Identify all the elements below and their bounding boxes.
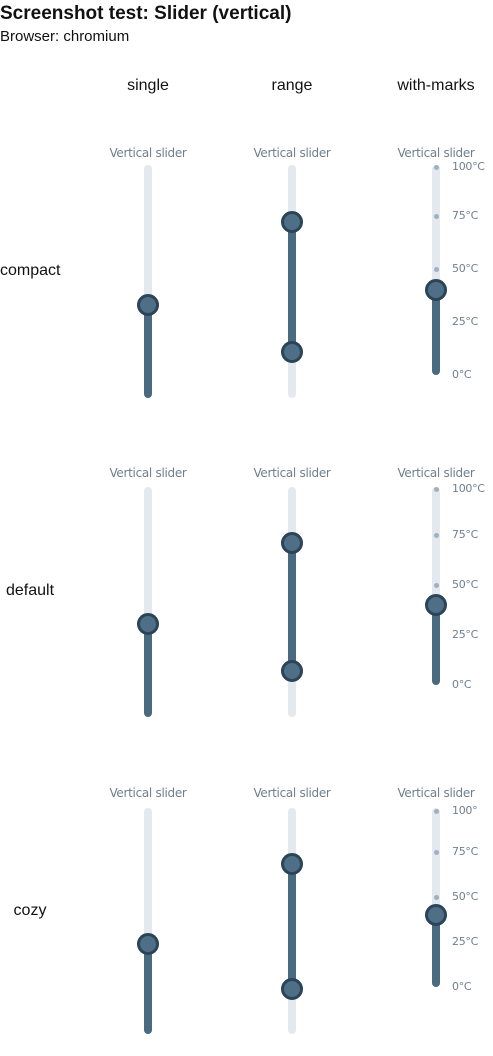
slider-track-single-cozy[interactable] (144, 808, 152, 1034)
slider-caption: Vertical slider (253, 146, 331, 160)
slider-mark-label: 75°C (452, 845, 478, 858)
slider-fill-single-cozy (144, 944, 152, 1034)
slider-mark-dot (433, 849, 439, 855)
slider-mark-dot (433, 213, 439, 219)
slider-mark-label: 75°C (452, 209, 478, 222)
slider-thumb-range-upper-compact[interactable] (281, 211, 303, 233)
row-label-compact: compact (0, 262, 61, 279)
slider-thumb-marks-compact[interactable] (425, 279, 447, 301)
slider-thumb-single-default[interactable] (137, 613, 159, 635)
slider-fill-marks-compact (432, 290, 440, 375)
slider-thumb-marks-default[interactable] (425, 594, 447, 616)
row-label-cozy: cozy (13, 902, 47, 919)
slider-mark-label: 75°C (452, 528, 478, 541)
row-label-default: default (5, 582, 55, 599)
slider-thumb-range-lower-compact[interactable] (281, 341, 303, 363)
slider-track-single-compact[interactable] (144, 165, 152, 398)
slider-mark-label: 50°C (452, 578, 478, 591)
slider-mark-label: 50°C (452, 262, 478, 275)
slider-mark-dot (433, 486, 439, 492)
slider-mark-dot (433, 164, 439, 170)
slider-caption: Vertical slider (397, 146, 475, 160)
slider-fill-marks-cozy (432, 915, 440, 987)
slider-mark-dot (433, 532, 439, 538)
slider-mark-label: 50°C (452, 890, 478, 903)
slider-fill-range-cozy (288, 864, 296, 989)
slider-mark-label: 25°C (452, 628, 478, 641)
slider-caption: Vertical slider (109, 466, 187, 480)
slider-fill-range-compact (288, 222, 296, 352)
slider-caption: Vertical slider (397, 466, 475, 480)
slider-thumb-marks-cozy[interactable] (425, 904, 447, 926)
slider-caption: Vertical slider (109, 786, 187, 800)
slider-caption: Vertical slider (109, 146, 187, 160)
slider-caption: Vertical slider (253, 786, 331, 800)
column-header-single: single (127, 77, 169, 94)
slider-thumb-single-compact[interactable] (137, 294, 159, 316)
slider-fill-single-compact (144, 305, 152, 398)
slider-mark-label: 0°C (452, 980, 472, 993)
slider-thumb-range-lower-default[interactable] (281, 660, 303, 682)
slider-mark-dot (433, 266, 439, 272)
browser-label: Browser: chromium (0, 28, 130, 45)
slider-caption: Vertical slider (253, 466, 331, 480)
column-header-with-marks: with-marks (397, 77, 475, 94)
slider-fill-marks-default (432, 605, 440, 685)
slider-mark-label: 0°C (452, 368, 472, 381)
slider-fill-range-default (288, 543, 296, 671)
slider-thumb-single-cozy[interactable] (137, 933, 159, 955)
slider-thumb-range-upper-cozy[interactable] (281, 853, 303, 875)
page-title: Screenshot test: Slider (vertical) (0, 3, 292, 24)
slider-caption: Vertical slider (397, 786, 475, 800)
slider-mark-label: 25°C (452, 315, 478, 328)
slider-mark-dot (433, 894, 439, 900)
slider-mark-dot (433, 808, 439, 814)
slider-mark-label: 100° (452, 804, 478, 817)
slider-mark-label: 100°C (452, 160, 485, 173)
column-header-range: range (271, 77, 313, 94)
slider-thumb-range-upper-default[interactable] (281, 532, 303, 554)
slider-mark-label: 0°C (452, 678, 472, 691)
slider-track-single-default[interactable] (144, 487, 152, 717)
slider-mark-label: 100°C (452, 482, 485, 495)
slider-mark-label: 25°C (452, 935, 478, 948)
slider-thumb-range-lower-cozy[interactable] (281, 978, 303, 1000)
slider-fill-single-default (144, 624, 152, 717)
slider-mark-dot (433, 582, 439, 588)
